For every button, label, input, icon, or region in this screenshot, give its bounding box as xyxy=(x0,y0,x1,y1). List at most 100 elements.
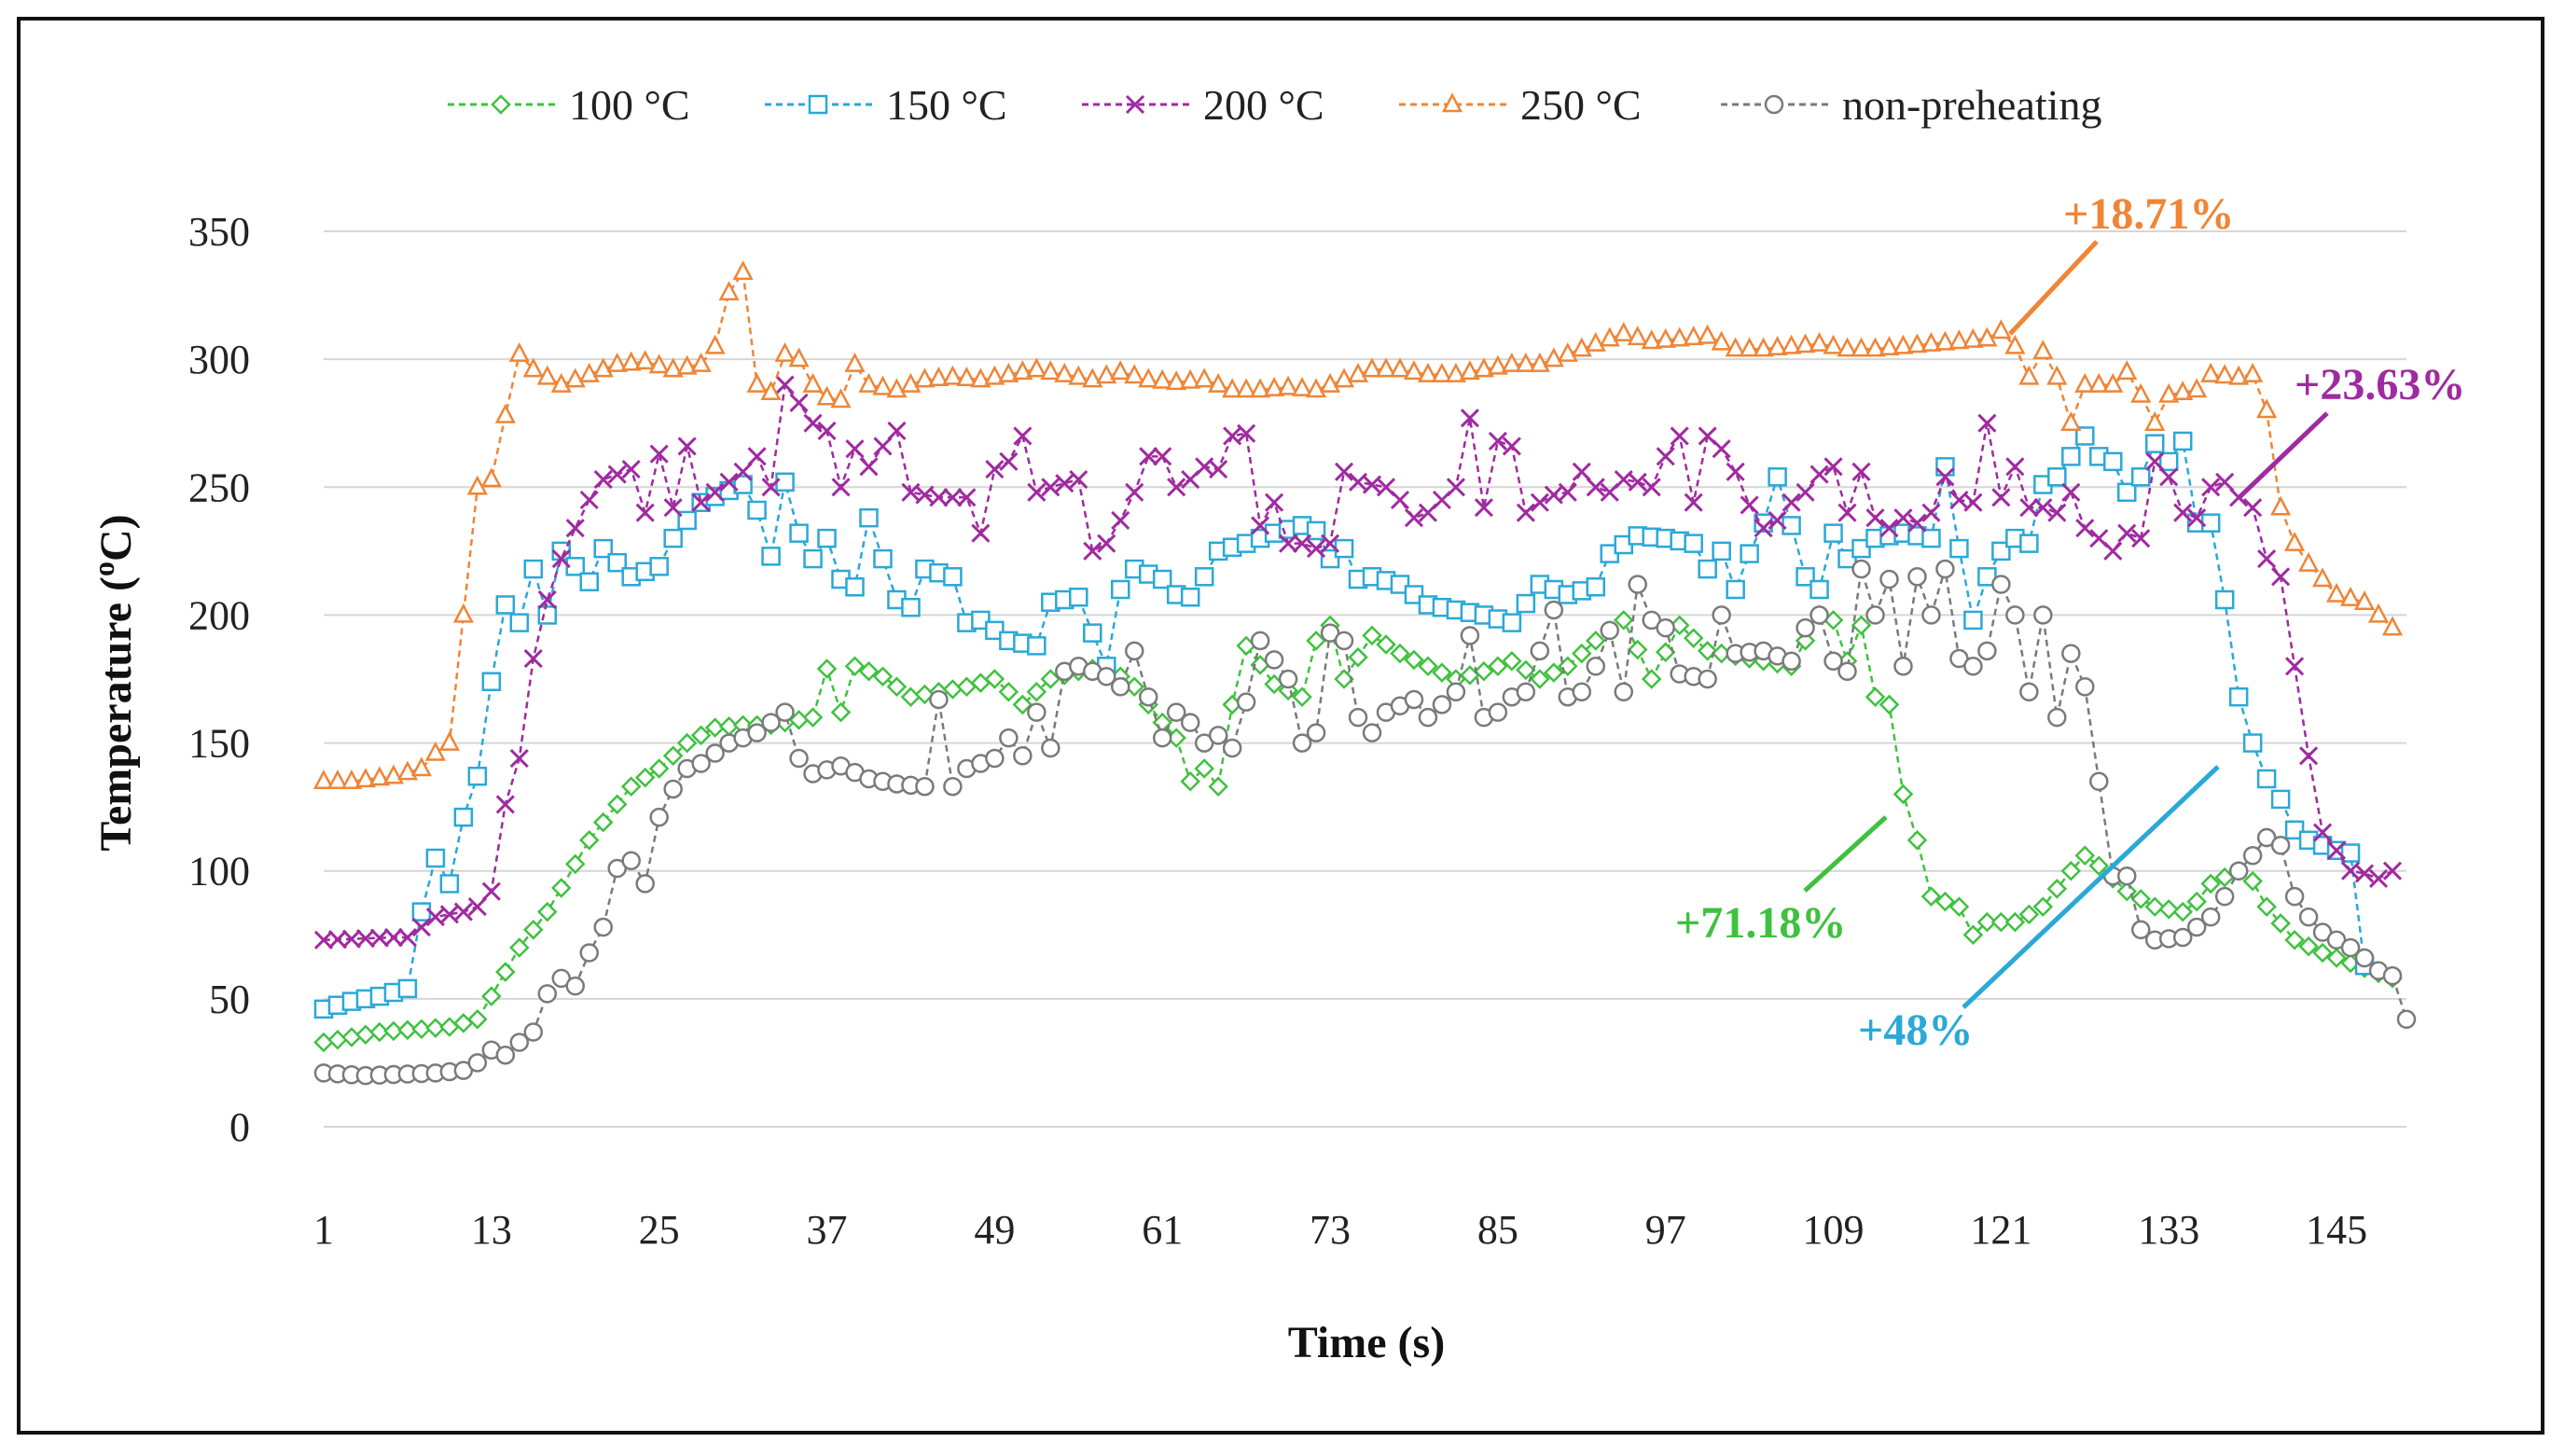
annotation-150-leader xyxy=(1962,765,2220,1009)
x-tick-label: 133 xyxy=(2138,1207,2199,1253)
data-point xyxy=(578,830,600,851)
data-point xyxy=(593,469,613,490)
data-point xyxy=(1110,676,1130,697)
data-point xyxy=(1991,575,2011,594)
data-point xyxy=(2270,789,2291,810)
data-point xyxy=(1851,337,1872,357)
data-point xyxy=(1389,357,1411,378)
data-point xyxy=(1642,478,1661,497)
x-tick-label: 121 xyxy=(1970,1207,2031,1253)
data-point xyxy=(2326,948,2347,968)
data-point xyxy=(1544,600,1564,620)
data-point xyxy=(1082,367,1103,388)
data-point xyxy=(1809,605,1829,625)
data-point xyxy=(2228,365,2250,385)
data-point xyxy=(999,728,1019,748)
data-point xyxy=(2061,447,2081,466)
data-point xyxy=(830,388,852,409)
x-tick-label: 61 xyxy=(1142,1207,1183,1253)
data-point xyxy=(592,811,614,833)
data-point xyxy=(929,689,949,710)
data-point xyxy=(368,766,391,786)
data-point xyxy=(2396,1009,2417,1030)
chart-frame xyxy=(17,17,2544,1435)
data-point xyxy=(2033,498,2053,518)
data-point xyxy=(1138,367,1159,388)
data-point xyxy=(2061,482,2081,502)
data-point xyxy=(523,1022,544,1042)
data-point xyxy=(2256,398,2278,419)
data-point xyxy=(2312,942,2333,964)
data-point xyxy=(1362,625,1382,646)
data-point xyxy=(1291,377,1313,396)
data-point xyxy=(453,807,474,827)
data-point xyxy=(1907,513,1927,533)
data-point xyxy=(1921,605,1941,625)
data-point xyxy=(327,930,348,950)
data-point xyxy=(453,1013,474,1033)
data-point xyxy=(326,770,349,789)
data-point xyxy=(2005,457,2025,477)
data-point xyxy=(985,460,1005,479)
data-point xyxy=(1125,482,1144,502)
data-point xyxy=(509,748,529,769)
data-point xyxy=(1627,639,1648,660)
data-point xyxy=(397,927,417,948)
data-point xyxy=(1180,713,1200,732)
data-point xyxy=(789,393,809,412)
data-point xyxy=(354,768,377,788)
data-point xyxy=(2103,451,2123,472)
data-point xyxy=(340,770,363,789)
data-point xyxy=(2354,948,2375,968)
data-point xyxy=(2060,411,2082,431)
data-point xyxy=(1054,362,1075,382)
y-tick-label: 100 xyxy=(188,849,250,894)
data-point xyxy=(858,372,880,393)
data-point xyxy=(1586,577,1606,597)
data-point xyxy=(2047,707,2067,728)
data-point xyxy=(1655,327,1676,348)
data-point xyxy=(2159,467,2179,487)
data-point xyxy=(2284,930,2305,950)
data-point xyxy=(1920,886,1942,907)
data-point xyxy=(551,549,571,569)
data-point xyxy=(2032,896,2054,917)
data-point xyxy=(1292,686,1312,707)
data-point xyxy=(1264,650,1284,670)
data-point xyxy=(1250,378,1271,398)
data-point xyxy=(1934,330,1956,351)
data-point xyxy=(789,523,809,543)
data-point xyxy=(1488,431,1507,451)
legend-marker xyxy=(1764,94,1784,115)
data-point xyxy=(411,902,432,922)
data-point xyxy=(677,510,697,531)
data-point xyxy=(1194,367,1215,388)
legend-marker xyxy=(808,94,828,115)
data-point xyxy=(872,666,894,687)
data-point xyxy=(1404,508,1424,528)
legend-item-2: 200 °C xyxy=(1082,81,1324,129)
data-point xyxy=(1236,378,1257,398)
data-point xyxy=(1613,610,1634,631)
data-point xyxy=(1026,357,1047,378)
data-point xyxy=(1796,617,1815,638)
data-point xyxy=(2368,868,2389,889)
data-point xyxy=(2074,372,2096,393)
legend-label: non-preheating xyxy=(1842,81,2101,129)
data-point xyxy=(537,901,558,922)
y-tick-label: 350 xyxy=(188,209,250,255)
data-point xyxy=(1167,478,1186,497)
data-point xyxy=(1768,510,1787,531)
data-point xyxy=(1432,695,1452,714)
data-point xyxy=(2270,836,2291,855)
data-point xyxy=(1124,641,1144,661)
data-point xyxy=(2172,927,2193,948)
data-point xyxy=(1027,482,1047,502)
data-point xyxy=(1027,702,1047,722)
data-point xyxy=(2116,360,2138,381)
data-point xyxy=(1641,329,1662,350)
legend: 100 °C 150 °C 200 °C 250 °C non-preheating xyxy=(448,81,2101,129)
data-point xyxy=(1277,375,1299,395)
data-point xyxy=(1404,649,1424,671)
data-point xyxy=(1879,569,1899,589)
